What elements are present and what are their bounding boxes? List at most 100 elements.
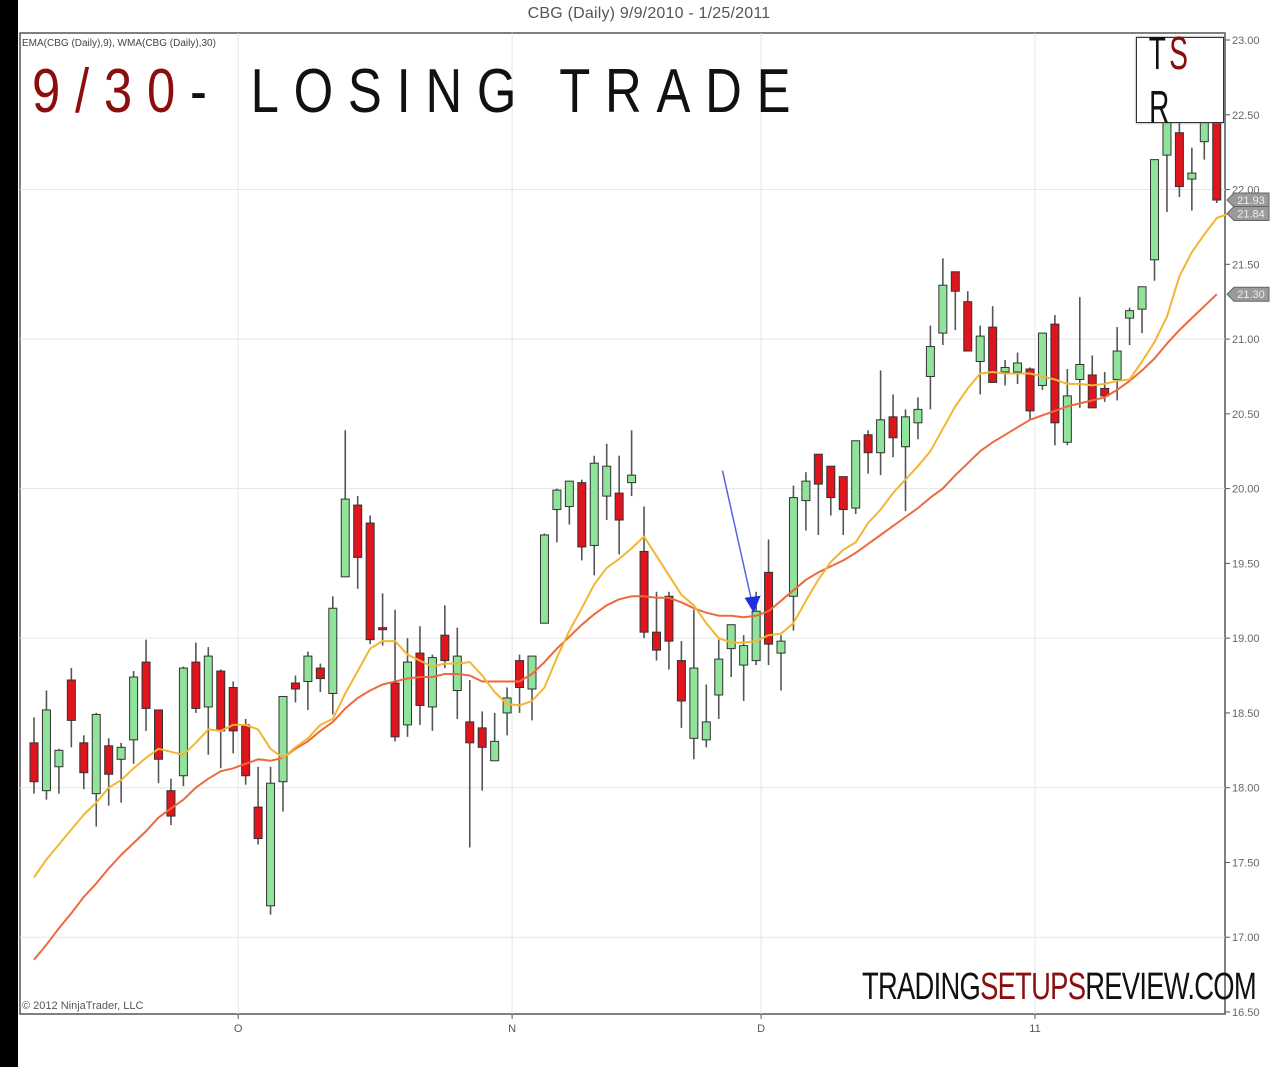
x-tick-label: O: [234, 1023, 243, 1035]
y-tick-label: 17.00: [1232, 932, 1260, 944]
candle-up: [129, 676, 139, 741]
candle-down: [440, 634, 450, 662]
entry-arrow-shaft: [721, 470, 753, 601]
candle-down: [1174, 132, 1184, 188]
price-chart[interactable]: 23.0022.5022.0021.5021.0020.5020.0019.50…: [18, 0, 1280, 1067]
candle-up: [701, 721, 711, 741]
y-tick-label: 20.00: [1232, 484, 1260, 496]
candle-up: [589, 462, 599, 546]
indicator-legend: EMA(CBG (Daily),9), WMA(CBG (Daily),30): [22, 38, 216, 49]
candle-up: [340, 498, 350, 578]
logo-letter-r: R: [1149, 81, 1169, 133]
y-tick-label: 19.00: [1232, 633, 1260, 645]
x-tick-label: N: [508, 1023, 516, 1035]
price-tag-label: 21.93: [1237, 195, 1265, 207]
candle-up: [41, 709, 51, 792]
candle-up: [851, 440, 861, 509]
candle-up: [1075, 363, 1085, 380]
candle-up: [1187, 172, 1197, 180]
candle-down: [154, 709, 163, 760]
candle-down: [29, 742, 39, 783]
candle-up: [627, 474, 637, 484]
y-tick-label: 23.00: [1232, 35, 1260, 47]
x-tick-label: D: [757, 1023, 765, 1035]
y-tick-label: 18.00: [1232, 783, 1260, 795]
website-part-setups: SETUPS: [980, 966, 1086, 1008]
candle-up: [602, 465, 612, 497]
candle-down: [79, 742, 89, 774]
x-tick-label: 11: [1029, 1023, 1040, 1035]
candle-up: [303, 655, 313, 683]
candle-down: [1050, 323, 1060, 424]
candle-down: [191, 661, 201, 709]
ema-9-line: [33, 212, 1230, 878]
candle-up: [403, 661, 412, 726]
candle-down: [652, 631, 661, 651]
candle-down: [838, 476, 848, 511]
candle-up: [1013, 362, 1023, 373]
candle-down: [664, 595, 674, 642]
candle-down: [950, 271, 960, 292]
candle-up: [714, 658, 724, 696]
y-tick-label: 17.50: [1232, 857, 1260, 869]
trade-result: - LOSING TRADE: [189, 57, 806, 126]
candle-up: [278, 695, 288, 783]
candle-down: [365, 522, 375, 641]
candle-up: [913, 408, 923, 424]
candle-up: [1112, 350, 1122, 380]
chart-window: CBG (Daily) 9/9/2010 - 1/25/2011 23.00 22…: [18, 0, 1280, 1067]
y-tick-label: 20.50: [1232, 409, 1260, 421]
candle-up: [1125, 310, 1135, 319]
price-tag-label: 21.30: [1237, 289, 1265, 301]
candle-up: [751, 610, 761, 662]
candle-up: [1062, 395, 1072, 443]
candle-up: [116, 746, 126, 760]
y-tick-label: 18.50: [1232, 708, 1260, 720]
entry-arrow-head-icon: [744, 595, 761, 613]
wma-30-line: [33, 293, 1218, 961]
candle-down: [378, 627, 388, 631]
candle-up: [527, 655, 537, 690]
candle-up: [689, 667, 699, 739]
y-tick-label: 22.50: [1232, 110, 1260, 122]
logo-letter-t: T: [1148, 27, 1166, 79]
candle-down: [577, 482, 587, 548]
candle-down: [166, 790, 176, 817]
candle-up: [1037, 332, 1047, 386]
candle-up: [726, 624, 736, 650]
candle-down: [1100, 387, 1110, 397]
candle-down: [104, 745, 114, 775]
candle-up: [925, 346, 935, 377]
price-tag: 21.93: [1226, 192, 1270, 208]
candle-up: [490, 740, 500, 762]
candle-down: [639, 550, 649, 633]
candle-down: [315, 667, 325, 680]
candle-up: [539, 534, 549, 624]
candle-up: [776, 640, 786, 654]
candle-up: [1000, 366, 1010, 373]
candle-up: [801, 480, 811, 502]
candle-down: [614, 492, 624, 521]
candle-up: [564, 480, 574, 508]
candle-down: [141, 661, 151, 709]
candle-down: [988, 326, 998, 383]
candle-up: [54, 749, 64, 768]
candle-down: [813, 453, 823, 485]
candle-up: [552, 489, 562, 511]
candle-down: [863, 434, 873, 454]
logo-letter-s: S: [1169, 27, 1188, 79]
chart-title: CBG (Daily) 9/9/2010 - 1/25/2011: [527, 5, 771, 22]
candle-down: [676, 660, 686, 702]
website-part-review: REVIEW.COM: [1085, 966, 1256, 1008]
trade-date: 9/30: [32, 57, 190, 126]
candle-down: [241, 724, 251, 777]
candle-up: [427, 657, 437, 708]
price-tag: 21.30: [1226, 286, 1270, 302]
candle-up: [739, 645, 749, 666]
candle-up: [266, 782, 276, 907]
website-watermark: TRADINGSETUPSREVIEW.COM: [862, 966, 1257, 1009]
website-part-trading: TRADING: [862, 966, 981, 1008]
candle-down: [390, 682, 400, 738]
plot-area: [19, 32, 1226, 1015]
y-tick-label: 16.50: [1232, 1007, 1260, 1019]
